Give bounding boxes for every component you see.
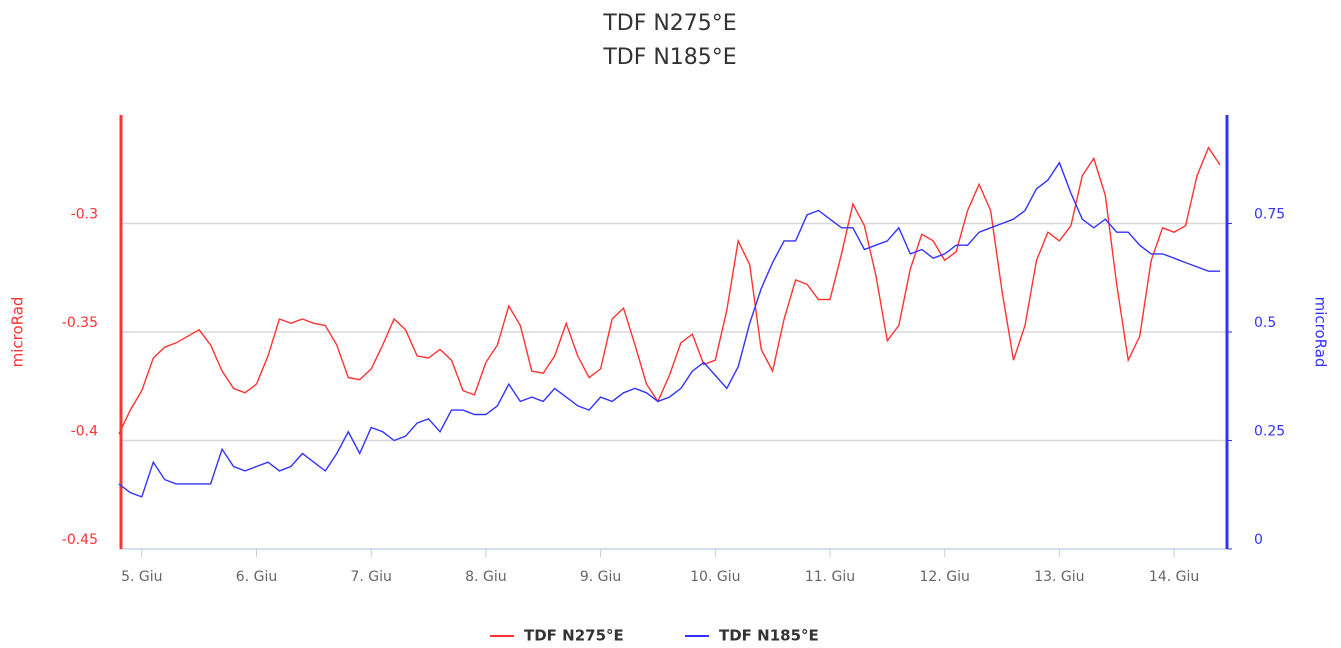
y-tick-label: -0.45	[62, 532, 98, 548]
y2-axis-title: microRad	[1312, 297, 1330, 368]
x-tick-label: 9. Giu	[580, 569, 621, 585]
legend-item[interactable]: TDF N275°E	[490, 627, 624, 645]
y2-tick-label: 0.25	[1254, 424, 1285, 440]
series-line	[118, 161, 1220, 498]
y-tick-label: -0.35	[62, 315, 98, 331]
x-tick-label: 11. Giu	[805, 569, 855, 585]
x-tick-label: 10. Giu	[690, 569, 740, 585]
chart-title: TDF N275°E	[602, 11, 736, 36]
legend-label: TDF N275°E	[524, 627, 624, 645]
y2-tick-label: 0.75	[1254, 207, 1285, 223]
legend-item[interactable]: TDF N185°E	[685, 627, 819, 645]
y-tick-label: -0.3	[71, 207, 98, 223]
y-tick-label: -0.4	[71, 424, 98, 440]
x-tick-label: 12. Giu	[920, 569, 970, 585]
x-tick-label: 8. Giu	[465, 569, 506, 585]
x-tick-label: 6. Giu	[236, 569, 277, 585]
y2-tick-label: 0.5	[1254, 315, 1276, 331]
chart-subtitle: TDF N185°E	[602, 45, 736, 70]
legend-label: TDF N185°E	[719, 627, 819, 645]
x-tick-label: 5. Giu	[121, 569, 162, 585]
y2-tick-label: 0	[1254, 532, 1263, 548]
y-axis-title: microRad	[9, 297, 27, 368]
series-line	[118, 146, 1221, 435]
x-tick-label: 14. Giu	[1149, 569, 1199, 585]
x-tick-label: 7. Giu	[350, 569, 391, 585]
x-tick-label: 13. Giu	[1034, 569, 1084, 585]
